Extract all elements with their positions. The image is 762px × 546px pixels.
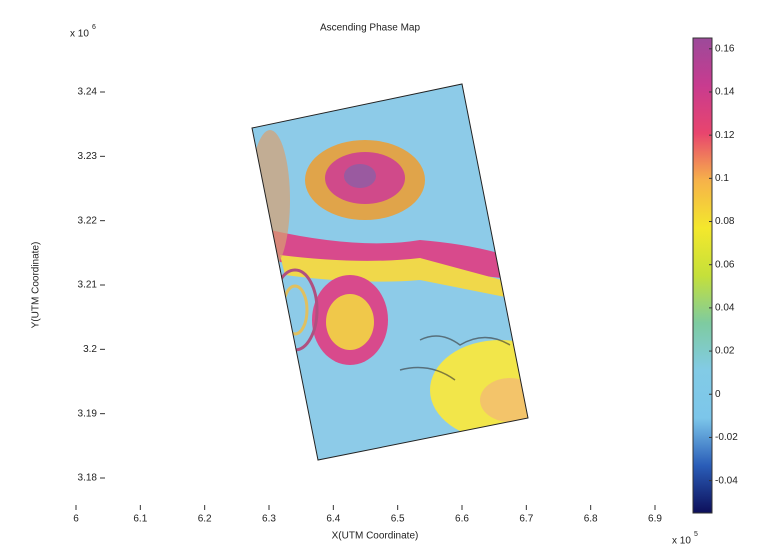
y-axis-label: Y(UTM Coordinate) — [31, 242, 42, 329]
x-offset-power: 5 — [694, 531, 698, 538]
colorbar-tick-label: 0.12 — [715, 130, 735, 141]
x-tick-label: 6.9 — [648, 514, 662, 525]
x-tick-label: 6.7 — [519, 514, 533, 525]
x-tick-label: 6.6 — [455, 514, 469, 525]
colorbar-tick-label: -0.04 — [715, 475, 738, 486]
colorbar-tick-label: 0.04 — [715, 303, 735, 314]
x-offset: x 10 — [672, 536, 691, 546]
y-tick-label: 3.22 — [78, 215, 98, 226]
x-tick-label: 6.4 — [326, 514, 340, 525]
chart: Ascending Phase Map X(UTM Coordinate) Y(… — [0, 0, 762, 546]
y-tick-label: 3.19 — [78, 408, 98, 419]
colorbar-tick-label: -0.02 — [715, 432, 738, 443]
colorbar-tick-label: 0.08 — [715, 216, 735, 227]
chart-title: Ascending Phase Map — [320, 23, 421, 34]
colorbar-tick-label: 0.1 — [715, 173, 729, 184]
x-axis-label: X(UTM Coordinate) — [332, 531, 419, 542]
phase-blob — [326, 294, 374, 350]
y-tick-label: 3.18 — [78, 473, 98, 484]
phase-blob — [344, 164, 376, 188]
x-tick-label: 6.2 — [198, 514, 212, 525]
colorbar-tick-label: 0.14 — [715, 87, 735, 98]
colorbar-tick-label: 0.16 — [715, 43, 735, 54]
y-tick-label: 3.23 — [78, 151, 98, 162]
y-tick-label: 3.24 — [78, 87, 98, 98]
y-tick-label: 3.21 — [78, 280, 98, 291]
colorbar-tick-label: 0 — [715, 389, 721, 400]
x-tick-label: 6.8 — [584, 514, 598, 525]
x-tick-label: 6.1 — [133, 514, 147, 525]
x-tick-label: 6 — [73, 514, 79, 525]
phase-image — [240, 80, 570, 470]
colorbar-tick-label: 0.06 — [715, 259, 735, 270]
phase-blob — [480, 378, 540, 422]
y-offset-power: 6 — [92, 24, 96, 31]
colorbar-tick-label: 0.02 — [715, 346, 735, 357]
x-tick-label: 6.3 — [262, 514, 276, 525]
colorbar — [693, 38, 712, 513]
x-tick-label: 6.5 — [391, 514, 405, 525]
y-tick-label: 3.2 — [83, 344, 97, 355]
y-offset: x 10 — [70, 29, 89, 40]
phase-fringes — [250, 130, 290, 270]
